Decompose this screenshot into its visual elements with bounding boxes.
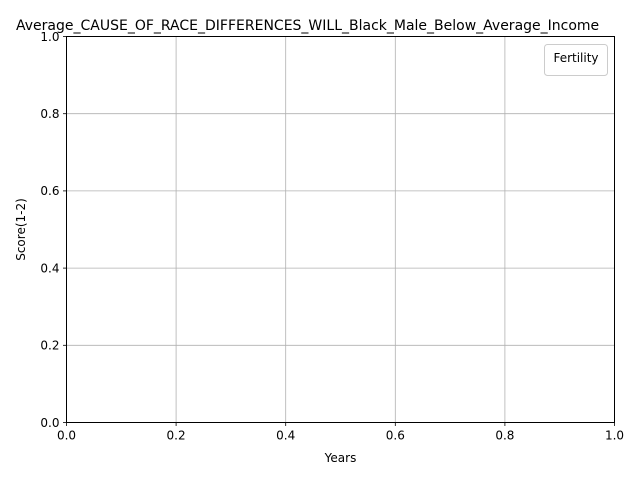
y-tick-label: 0.0	[40, 416, 59, 430]
y-tick-label: 0.8	[40, 107, 59, 121]
plot-background	[67, 37, 615, 423]
legend-title: Fertility	[553, 51, 598, 65]
x-tick-label: 0.0	[57, 429, 76, 443]
plot-area	[67, 37, 615, 423]
x-tick-label: 0.6	[386, 429, 405, 443]
y-tick-label: 0.4	[40, 261, 59, 275]
x-tick-label: 0.8	[495, 429, 514, 443]
x-tick-label: 0.4	[276, 429, 295, 443]
y-axis-label: Score(1-2)	[14, 198, 28, 261]
legend: Fertility	[545, 45, 608, 76]
y-tick-label: 0.2	[40, 339, 59, 353]
x-axis-label: Years	[324, 451, 357, 465]
y-tick-label: 0.6	[40, 184, 59, 198]
x-tick-label: 0.2	[167, 429, 186, 443]
x-tick-label: 1.0	[605, 429, 624, 443]
chart-title: Average_CAUSE_OF_RACE_DIFFERENCES_WILL_B…	[16, 18, 599, 34]
